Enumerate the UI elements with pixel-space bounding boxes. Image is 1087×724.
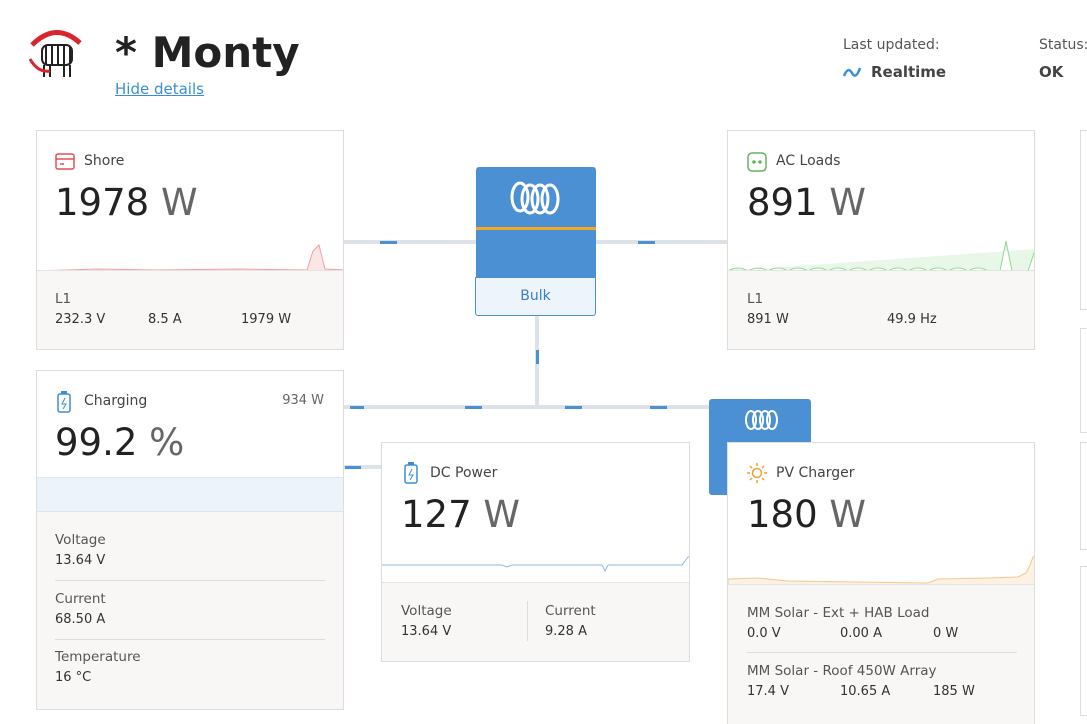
- flow-dot: [380, 241, 397, 244]
- card-title: Shore: [84, 153, 125, 169]
- inverter-box: [476, 167, 596, 277]
- flow-dot: [638, 241, 655, 244]
- detail-value: 9.28 A: [545, 624, 587, 639]
- card-title: Charging: [84, 393, 148, 409]
- power-value: 1978: [55, 181, 150, 224]
- status-label: Status:: [1039, 37, 1087, 53]
- connector: [343, 405, 709, 409]
- tracker-stat: 0 W: [933, 626, 959, 641]
- separator: [55, 638, 325, 640]
- last-updated-label: Last updated:: [843, 37, 940, 53]
- tracker-stat: 10.65 A: [840, 684, 891, 699]
- stat: 49.9 Hz: [887, 312, 937, 327]
- power-unit: W: [829, 493, 866, 536]
- last-updated-value: Realtime: [871, 63, 947, 81]
- card-title: DC Power: [430, 465, 498, 481]
- offscreen-card: [1080, 130, 1087, 310]
- battery-power: 934 W: [282, 393, 324, 408]
- connector: [343, 465, 381, 469]
- detail-value: 13.64 V: [55, 553, 106, 568]
- soc-bar: [37, 477, 343, 512]
- power-unit: W: [483, 493, 520, 536]
- flow-dot: [465, 406, 482, 409]
- card-title: PV Charger: [776, 465, 855, 481]
- flow-dot: [345, 466, 361, 469]
- stat: 1979 W: [241, 312, 292, 327]
- tracker-stat: 0.0 V: [747, 626, 781, 641]
- detail-value: 13.64 V: [401, 624, 452, 639]
- detail-label: Current: [545, 603, 596, 619]
- offscreen-card: [1080, 442, 1087, 550]
- detail-label: Voltage: [55, 532, 106, 548]
- pv-charger-card[interactable]: PV Charger 180 W MM Solar - Ext + HAB Lo…: [727, 442, 1035, 724]
- flow-dot: [650, 406, 667, 409]
- tracker-stat: 17.4 V: [747, 684, 789, 699]
- power-unit: W: [160, 181, 198, 224]
- connector: [596, 240, 727, 244]
- soc-value: 99.2: [55, 421, 138, 464]
- flow-dot: [565, 406, 582, 409]
- power-unit: W: [829, 181, 866, 224]
- flow-dot: [350, 406, 364, 409]
- connector: [343, 240, 476, 244]
- battery-card[interactable]: Charging 934 W 99.2 % Voltage 13.64 V Curr…: [36, 370, 344, 710]
- power-value: 180: [747, 493, 818, 536]
- power-value: 891: [747, 181, 818, 224]
- phase: L1: [747, 291, 764, 307]
- detail-value: 68.50 A: [55, 611, 106, 627]
- detail-label: Voltage: [401, 603, 452, 619]
- detail-value: 16 °C: [55, 670, 92, 685]
- detail-label: Current: [55, 590, 106, 607]
- status-value: OK: [1039, 63, 1064, 81]
- detail-label: Temperature: [55, 649, 141, 665]
- offscreen-card: [1080, 566, 1087, 716]
- logo: [28, 30, 82, 77]
- tracker-name: MM Solar - Ext + HAB Load: [747, 605, 930, 621]
- shore-card[interactable]: Shore 1978 W L1 232.3 V 8.5 A 1979 W: [36, 130, 344, 350]
- hide-details-link[interactable]: Hide details: [115, 80, 204, 98]
- stat: 232.3 V: [55, 312, 106, 327]
- stat: 8.5 A: [148, 312, 182, 327]
- inverter-state: Bulk: [475, 277, 596, 316]
- tracker-name: MM Solar - Roof 450W Array: [747, 663, 937, 679]
- soc-unit: %: [149, 421, 185, 464]
- offscreen-card: [1080, 328, 1087, 433]
- card-title: AC Loads: [776, 153, 841, 169]
- realtime-icon: [843, 67, 862, 77]
- site-title: * Monty: [115, 28, 300, 77]
- power-value: 127: [401, 493, 472, 536]
- separator: [747, 652, 1017, 653]
- flow-dot: [536, 350, 539, 364]
- dc-power-card[interactable]: DC Power 127 W Voltage 13.64 V Current 9…: [381, 442, 690, 662]
- tracker-stat: 185 W: [933, 684, 975, 699]
- phase: L1: [55, 291, 72, 307]
- tracker-stat: 0.00 A: [840, 626, 882, 641]
- separator: [55, 580, 325, 581]
- stat: 891 W: [747, 312, 789, 327]
- ac-loads-card[interactable]: AC Loads 891 W L1 891 W 49.9 Hz: [727, 130, 1035, 350]
